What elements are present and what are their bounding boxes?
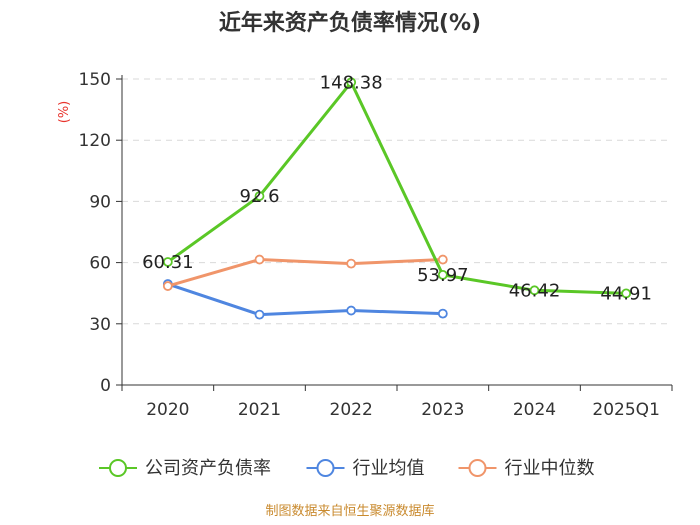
x-tick-label: 2020 [146,400,189,420]
y-tick-label: 120 [79,131,111,151]
data-point [437,270,448,280]
data-point [254,191,265,201]
data-label: 92.6 [239,186,279,207]
x-tick-label: 2021 [238,400,281,420]
x-tick-label: 2024 [513,400,556,420]
legend-label: 行业中位数 [505,458,595,479]
chart-title: 近年来资产负债率情况(%) [219,10,481,36]
y-tick-label: 90 [89,192,111,212]
y-axis-unit: (%) [57,101,72,124]
data-label: 53.97 [417,265,469,286]
data-point [621,288,632,299]
x-tick-label: 2022 [330,400,373,420]
y-tick-label: 60 [89,254,111,274]
series-layer [162,77,632,320]
data-label: 46.42 [509,280,561,301]
series-line [167,258,443,288]
data-label: 60.31 [142,252,194,273]
x-tick-label: 2025Q1 [592,400,659,420]
legend-item[interactable]: 行业均值 [306,458,425,479]
legend[interactable]: 公司资产负债率 行业均值 行业中位数 [99,458,595,479]
legend-label: 行业均值 [353,458,425,479]
data-point [346,258,357,269]
source-note: 制图数据来自恒生聚源数据库 [265,503,434,519]
y-tick-label: 0 [100,376,111,396]
data-point [162,281,173,291]
legend-item[interactable]: 公司资产负债率 [99,458,271,479]
data-labels: 60.31 92.6 148.38 53.97 46.42 44.91 [142,72,652,304]
data-label: 44.91 [600,283,652,304]
series-line [167,282,443,317]
legend-marker [468,459,487,477]
data-point [346,305,357,316]
axes: 0 30 60 90 120 150 2020 2021 2022 2023 2024 2025Q1 [79,70,673,420]
y-tick-label: 30 [89,315,111,335]
data-point [529,285,540,296]
x-tick-label: 2023 [421,400,464,420]
data-point [346,77,357,88]
data-point [162,257,173,267]
legend-item[interactable]: 行业中位数 [458,458,595,479]
legend-marker [316,459,335,477]
data-point [437,254,448,265]
gridlines [122,78,672,325]
legend-marker [109,459,127,477]
data-point [254,254,265,265]
series-line [166,80,627,295]
y-tick-label: 150 [79,70,111,90]
legend-label: 公司资产负债率 [145,458,271,479]
data-label: 148.38 [320,72,383,93]
data-point [254,309,265,320]
data-point [437,308,448,319]
